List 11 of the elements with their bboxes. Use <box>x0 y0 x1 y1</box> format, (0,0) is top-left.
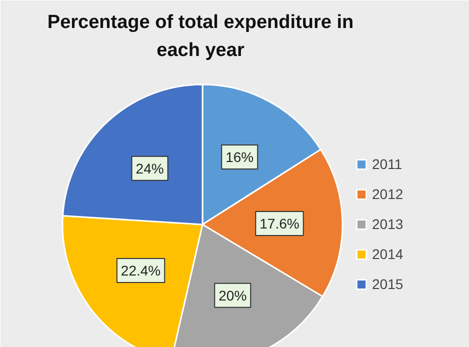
data-label: 22.4% <box>120 262 161 279</box>
data-label: 24% <box>136 160 164 176</box>
legend-label: 2011 <box>372 156 402 172</box>
legend-label: 2012 <box>372 186 404 202</box>
legend-label: 2013 <box>372 216 404 232</box>
chart-title: Percentage of total expenditure in each year <box>47 12 354 61</box>
legend-label: 2014 <box>372 246 404 262</box>
legend-label: 2015 <box>372 276 404 292</box>
data-label: 17.6% <box>260 216 300 232</box>
data-label: 20% <box>218 287 247 304</box>
data-label: 16% <box>226 149 254 166</box>
